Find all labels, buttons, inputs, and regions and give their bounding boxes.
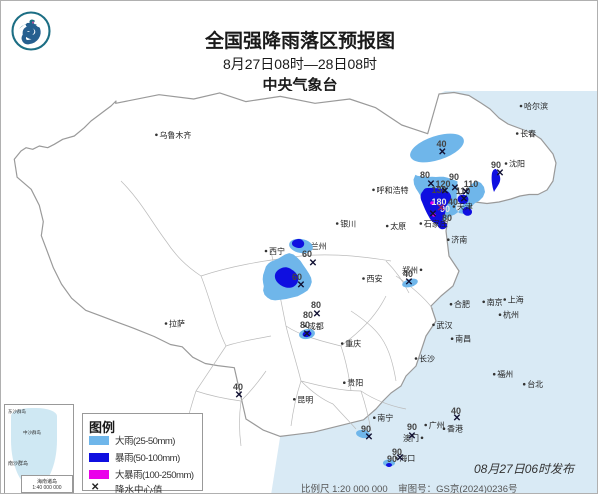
svg-text:香港: 香港 xyxy=(447,424,463,434)
svg-text:✕: ✕ xyxy=(365,432,373,443)
svg-text:银川: 银川 xyxy=(340,219,356,229)
svg-text:✕: ✕ xyxy=(453,413,461,424)
svg-text:贵阳: 贵阳 xyxy=(347,378,363,388)
svg-text:天津: 天津 xyxy=(457,202,473,212)
svg-text:✕: ✕ xyxy=(496,168,504,179)
svg-text:上海: 上海 xyxy=(508,295,524,305)
svg-text:西安: 西安 xyxy=(367,274,383,284)
svg-text:80: 80 xyxy=(303,310,313,320)
svg-text:✕: ✕ xyxy=(309,258,317,269)
svg-text:✕: ✕ xyxy=(408,431,416,442)
svg-text:武汉: 武汉 xyxy=(437,320,453,330)
svg-text:广州: 广州 xyxy=(429,420,445,430)
svg-text:太原: 太原 xyxy=(390,221,406,231)
svg-text:✕: ✕ xyxy=(297,280,305,291)
svg-text:长春: 长春 xyxy=(520,129,536,139)
svg-text:✕: ✕ xyxy=(235,390,243,401)
svg-text:✕: ✕ xyxy=(438,147,446,158)
svg-text:昆明: 昆明 xyxy=(297,395,313,404)
svg-text:呼和浩特: 呼和浩特 xyxy=(377,185,409,195)
svg-text:拉萨: 拉萨 xyxy=(169,319,185,329)
svg-text:沈阳: 沈阳 xyxy=(509,159,525,169)
svg-text:✕: ✕ xyxy=(313,309,321,320)
svg-text:济南: 济南 xyxy=(451,235,467,245)
svg-text:南宁: 南宁 xyxy=(377,413,393,423)
svg-text:✕: ✕ xyxy=(405,277,413,288)
svg-text:南京: 南京 xyxy=(487,297,503,307)
svg-text:重庆: 重庆 xyxy=(345,339,361,349)
svg-text:✕: ✕ xyxy=(429,209,437,220)
svg-text:石家庄: 石家庄 xyxy=(424,219,448,229)
svg-text:✕: ✕ xyxy=(303,329,311,340)
svg-text:哈尔滨: 哈尔滨 xyxy=(524,101,548,111)
svg-text:兰州: 兰州 xyxy=(311,241,327,251)
svg-text:长沙: 长沙 xyxy=(419,354,435,364)
svg-text:90: 90 xyxy=(449,172,459,182)
svg-text:南昌: 南昌 xyxy=(455,334,471,344)
svg-text:✕: ✕ xyxy=(396,453,404,464)
svg-text:杭州: 杭州 xyxy=(503,310,519,320)
svg-text:福州: 福州 xyxy=(497,370,513,379)
svg-text:西宁: 西宁 xyxy=(269,246,285,256)
svg-text:✕: ✕ xyxy=(441,186,449,197)
svg-text:乌鲁木齐: 乌鲁木齐 xyxy=(159,130,191,140)
svg-text:台北: 台北 xyxy=(527,379,543,389)
svg-text:合肥: 合肥 xyxy=(454,299,470,309)
